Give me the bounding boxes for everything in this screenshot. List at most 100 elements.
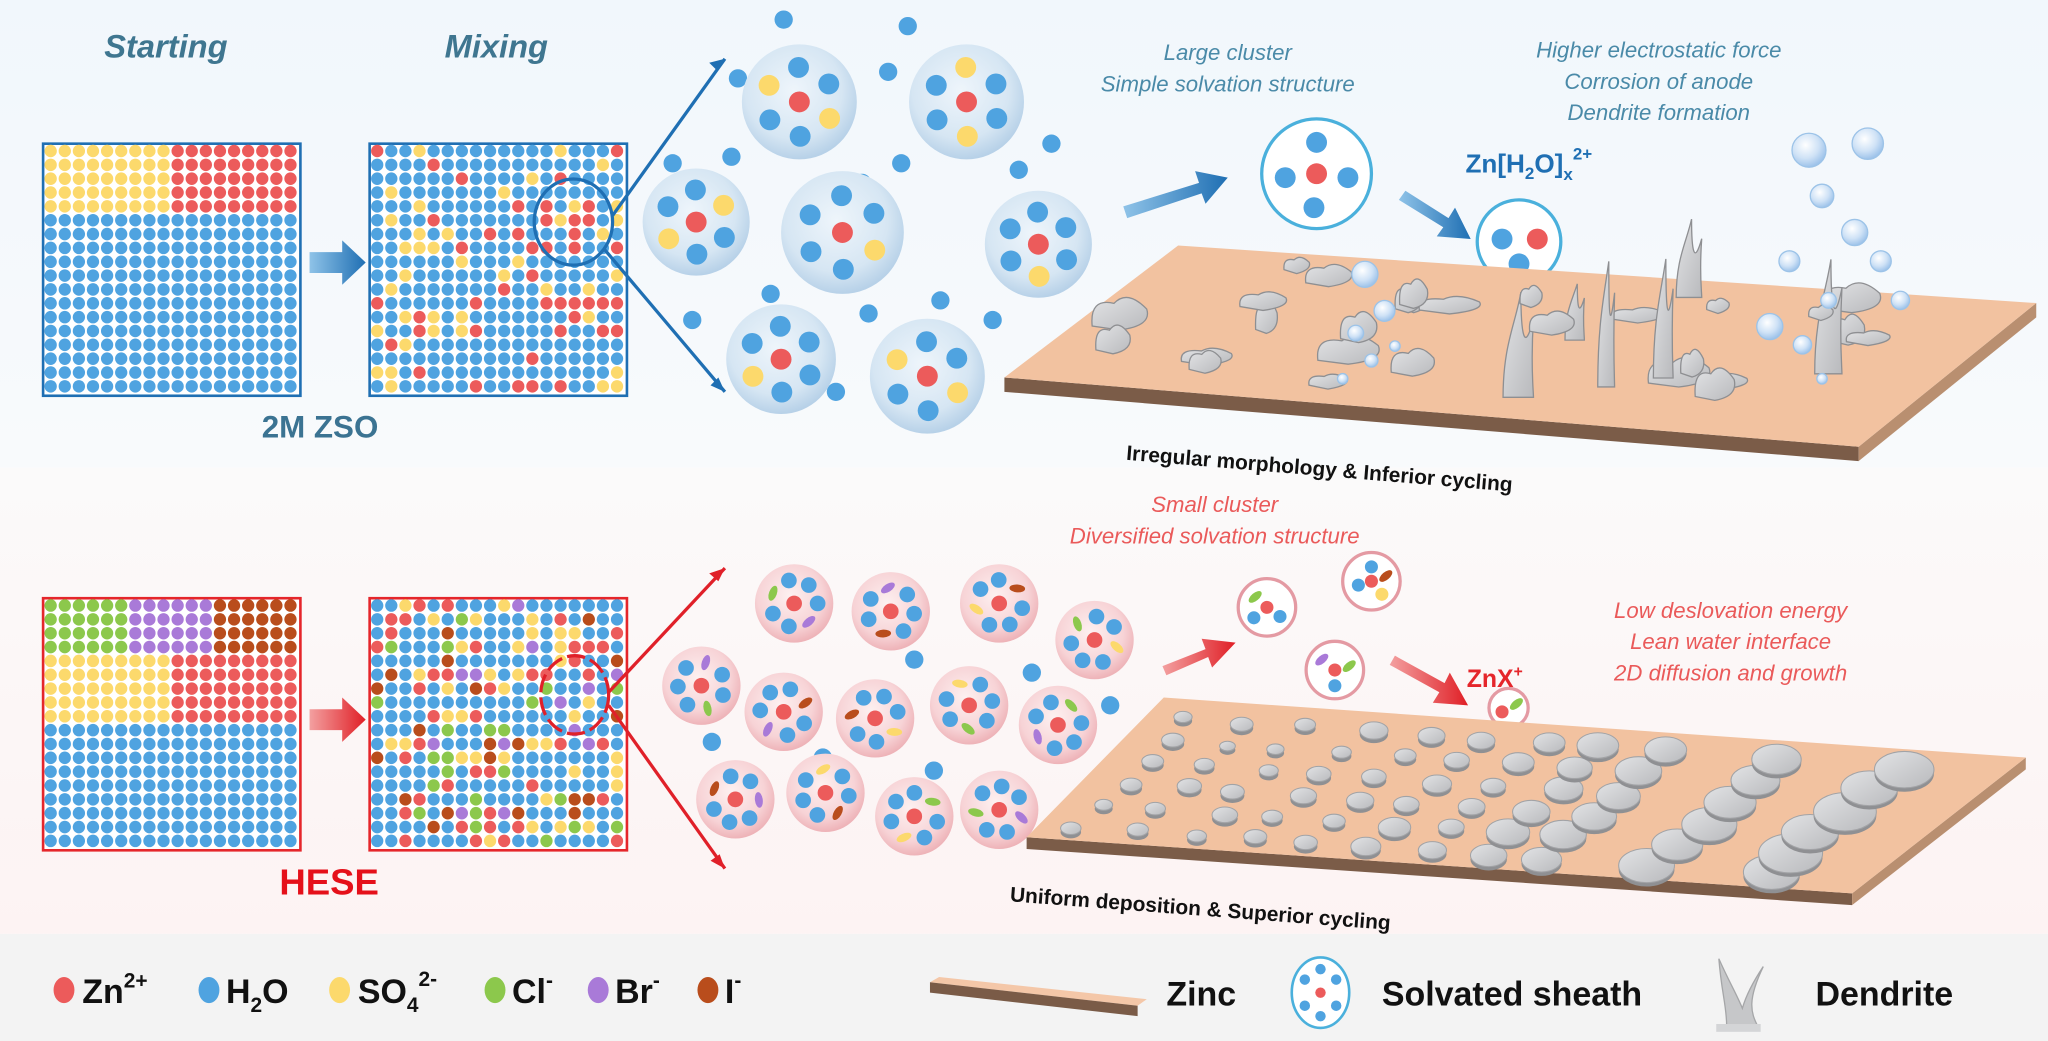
- ion-dot: [242, 710, 255, 723]
- ion-dot: [284, 172, 297, 185]
- ion-dot: [596, 227, 610, 241]
- ion-dot: [143, 626, 156, 640]
- ion-dot: [610, 793, 624, 806]
- ligand: [678, 660, 694, 676]
- ion-dot: [568, 144, 581, 158]
- ion-dot: [498, 751, 511, 765]
- ion-dot: [199, 269, 212, 282]
- ion-dot: [86, 723, 100, 737]
- irregular-deposit: [1528, 310, 1575, 336]
- ligand: [1011, 789, 1027, 806]
- ion-dot: [44, 806, 57, 820]
- ligand: [990, 572, 1007, 588]
- ion-dot: [498, 338, 511, 352]
- small-solvation-cluster: [960, 564, 1039, 643]
- ion-dot: [469, 283, 483, 296]
- ion-dot: [610, 144, 624, 158]
- ion-dot: [256, 779, 269, 792]
- ion: [1274, 167, 1296, 189]
- ion-dot: [469, 158, 483, 172]
- ion-dot: [143, 186, 156, 199]
- ion-dot: [270, 144, 283, 158]
- ion-dot: [86, 626, 100, 640]
- zn-ion: [961, 697, 977, 714]
- ion-dot: [72, 158, 86, 172]
- ion-dot: [185, 241, 198, 255]
- ion-dot: [512, 640, 525, 654]
- ion-dot: [371, 310, 384, 324]
- ion-dot: [413, 751, 426, 765]
- ion-dot: [596, 806, 610, 820]
- ion-dot: [171, 241, 184, 255]
- ion-dot: [582, 158, 595, 172]
- flat-deposit: [1186, 829, 1208, 843]
- ligand: [832, 258, 854, 280]
- ion-dot: [385, 186, 398, 199]
- ion-dot: [568, 640, 581, 654]
- ion-dot: [199, 682, 212, 695]
- ion-dot: [58, 255, 71, 269]
- grid-frame: [41, 142, 302, 398]
- legend-h2o-label: H2O: [226, 973, 289, 1017]
- dendrite: [1675, 219, 1703, 299]
- ion-dot: [371, 737, 384, 751]
- ion-dot: [568, 668, 581, 682]
- ion-dot: [483, 779, 497, 792]
- ion-dot: [115, 380, 128, 393]
- ion-dot: [129, 682, 142, 695]
- ion-dot: [512, 241, 525, 255]
- ion-dot: [284, 710, 297, 723]
- ion-dot: [58, 613, 71, 626]
- ion-dot: [185, 626, 198, 640]
- grids: [41, 142, 629, 852]
- ion-dot: [256, 186, 269, 199]
- ion-dot: [72, 723, 86, 737]
- ion-dot: [568, 158, 581, 172]
- ion-dot: [554, 710, 567, 723]
- ion-dot: [540, 626, 553, 640]
- ion-dot: [213, 806, 227, 820]
- legend-so4-label: SO42-: [358, 968, 437, 1017]
- ion-dot: [498, 283, 511, 296]
- ligand: [798, 331, 820, 353]
- ion-dot: [227, 613, 241, 626]
- ion-dot: [100, 640, 114, 654]
- ion-dot: [582, 765, 595, 778]
- free-water-molecule: [761, 284, 780, 304]
- ion-dot: [256, 158, 269, 172]
- ion-dot: [227, 241, 241, 255]
- ion-dot: [157, 820, 170, 834]
- flat-deposit: [1595, 782, 1641, 811]
- ion-dot: [199, 820, 212, 834]
- small-solvation-cluster: [662, 646, 741, 725]
- ion-dot: [441, 158, 454, 172]
- ion-dot: [385, 834, 398, 848]
- ion-dot: [498, 213, 511, 227]
- ion-dot: [526, 366, 539, 379]
- bottom-effect-1: Low deslovation energy: [1614, 598, 1849, 623]
- ion-dot: [413, 213, 426, 227]
- ion-dot: [185, 186, 198, 199]
- ion-dot: [256, 213, 269, 227]
- ion-dot: [185, 283, 198, 296]
- ion-dot: [227, 820, 241, 834]
- ion-dot: [596, 723, 610, 737]
- ion-dot: [270, 269, 283, 282]
- ion-dot: [100, 255, 114, 269]
- ion-dot: [256, 324, 269, 338]
- ion-dot: [270, 806, 283, 820]
- ion-dot: [540, 599, 553, 612]
- ligand: [956, 125, 978, 147]
- ion-dot: [554, 366, 567, 379]
- ion-dot: [58, 241, 71, 255]
- ion-dot: [385, 158, 398, 172]
- ion-dot: [185, 310, 198, 324]
- ion-dot: [284, 640, 297, 654]
- ion-dot: [242, 834, 255, 848]
- ion-dot: [568, 310, 581, 324]
- ion-dot: [72, 366, 86, 379]
- grid-frame: [368, 142, 629, 398]
- ion-dot: [526, 710, 539, 723]
- ligand: [800, 241, 822, 263]
- ion-dot: [171, 779, 184, 792]
